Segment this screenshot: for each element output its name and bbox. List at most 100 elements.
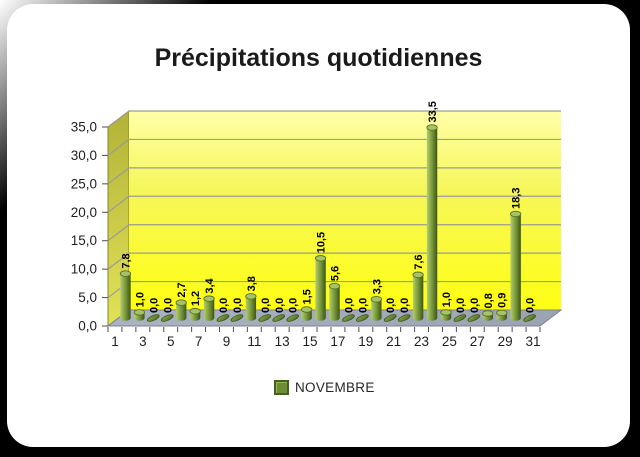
y-axis-label: 10,0 bbox=[71, 262, 97, 277]
data-label-day-1: 7,8 bbox=[120, 253, 132, 268]
bar-day-10 bbox=[245, 296, 257, 321]
gridline-side bbox=[107, 224, 130, 242]
data-label-day-15: 10,5 bbox=[316, 232, 328, 253]
data-label-day-6: 1,2 bbox=[190, 291, 202, 306]
y-axis-label: 25,0 bbox=[71, 176, 97, 191]
zero-marker-day-30 bbox=[523, 314, 536, 322]
bar-top-day-23 bbox=[426, 124, 438, 131]
x-axis-label: 25 bbox=[442, 334, 457, 349]
y-axis-label: 30,0 bbox=[71, 148, 97, 163]
chart-title: Précipitations quotidiennes bbox=[154, 44, 483, 72]
x-axis-label: 5 bbox=[167, 334, 175, 349]
x-axis-label: 13 bbox=[275, 334, 290, 349]
bar-top-day-28 bbox=[496, 309, 508, 317]
x-axis-label: 27 bbox=[470, 334, 485, 349]
bar-top-day-10 bbox=[245, 293, 257, 300]
zero-marker-day-25 bbox=[453, 314, 467, 322]
bar-top-day-2 bbox=[133, 309, 146, 316]
zero-marker-day-3 bbox=[147, 314, 160, 322]
data-label-day-18: 0,0 bbox=[357, 298, 369, 313]
x-axis-label: 3 bbox=[139, 334, 147, 349]
zero-marker-day-11 bbox=[258, 314, 272, 322]
data-label-day-22: 7,6 bbox=[413, 254, 425, 269]
bar-day-22 bbox=[412, 274, 424, 321]
bar-top-day-19 bbox=[370, 295, 382, 303]
x-axis-label: 31 bbox=[526, 334, 541, 349]
bar-top-day-15 bbox=[314, 255, 327, 262]
data-label-day-26: 0,0 bbox=[469, 298, 481, 313]
gridline-side bbox=[107, 195, 130, 213]
zero-marker-day-21 bbox=[397, 314, 411, 322]
data-label-day-11: 0,0 bbox=[260, 298, 272, 313]
data-label-day-12: 0,0 bbox=[274, 298, 286, 313]
legend-swatch-icon bbox=[274, 380, 289, 395]
data-label-day-2: 1,0 bbox=[134, 292, 146, 307]
y-axis-label: 0,0 bbox=[78, 319, 97, 334]
data-label-day-4: 0,0 bbox=[162, 298, 174, 313]
bar-top-day-22 bbox=[412, 271, 424, 279]
bar-top-day-29 bbox=[510, 210, 522, 218]
gridline-side bbox=[107, 110, 130, 128]
data-label-day-27: 0,8 bbox=[483, 293, 495, 308]
data-label-day-24: 1,0 bbox=[441, 292, 453, 307]
x-axis-label: 7 bbox=[195, 334, 203, 349]
bar-day-15 bbox=[315, 258, 326, 321]
back-wall bbox=[129, 111, 562, 310]
y-axis-label: 20,0 bbox=[71, 205, 97, 220]
legend-series-label: NOVEMBRE bbox=[295, 380, 375, 395]
data-label-day-17: 0,0 bbox=[343, 298, 355, 313]
y-axis-label: 15,0 bbox=[71, 233, 97, 248]
bar-top-day-24 bbox=[440, 309, 452, 316]
data-label-day-5: 2,7 bbox=[176, 282, 188, 297]
bar-day-19 bbox=[371, 299, 382, 321]
data-label-day-21: 0,0 bbox=[399, 298, 411, 313]
bar-top-day-1 bbox=[119, 270, 132, 277]
zero-marker-day-17 bbox=[342, 314, 355, 322]
x-axis-label: 11 bbox=[247, 334, 261, 349]
data-label-day-7: 3,4 bbox=[204, 277, 216, 293]
gridline-side bbox=[107, 252, 130, 270]
data-label-day-16: 5,6 bbox=[330, 266, 342, 281]
data-label-day-20: 0,0 bbox=[385, 298, 397, 313]
data-label-day-23: 33,5 bbox=[427, 101, 439, 122]
zero-marker-day-9 bbox=[230, 314, 244, 322]
zero-marker-day-4 bbox=[160, 314, 174, 322]
zero-marker-day-18 bbox=[356, 314, 369, 322]
data-label-day-30: 0,0 bbox=[525, 298, 537, 313]
zero-marker-day-8 bbox=[216, 314, 230, 322]
bar-top-day-16 bbox=[328, 282, 341, 290]
x-axis-label: 17 bbox=[330, 334, 345, 349]
data-label-day-13: 0,0 bbox=[288, 298, 300, 313]
gridline-side bbox=[107, 138, 130, 156]
bar-day-1 bbox=[120, 273, 131, 321]
x-axis-label: 29 bbox=[498, 334, 513, 349]
bar-day-7 bbox=[203, 298, 215, 321]
x-axis-label: 23 bbox=[414, 334, 429, 349]
data-label-day-29: 18,3 bbox=[511, 188, 523, 209]
y-axis-label: 35,0 bbox=[71, 120, 97, 135]
zero-marker-day-13 bbox=[286, 314, 300, 322]
data-label-day-25: 0,0 bbox=[455, 298, 467, 313]
data-label-day-19: 3,3 bbox=[371, 279, 383, 294]
bar-top-day-6 bbox=[189, 307, 201, 315]
gridline-side bbox=[107, 167, 130, 185]
bar-day-29 bbox=[510, 213, 521, 321]
data-label-day-14: 1,5 bbox=[302, 289, 314, 304]
zero-marker-day-26 bbox=[467, 314, 481, 322]
zero-marker-day-12 bbox=[272, 314, 286, 322]
legend: NOVEMBRE bbox=[274, 380, 375, 395]
bar-top-day-5 bbox=[175, 299, 187, 306]
x-axis-label: 15 bbox=[303, 334, 318, 349]
x-axis-label: 1 bbox=[111, 334, 119, 349]
data-label-day-9: 0,0 bbox=[232, 298, 244, 313]
bar-top-day-7 bbox=[203, 295, 215, 302]
bar-top-day-14 bbox=[300, 306, 313, 313]
zero-marker-day-20 bbox=[383, 314, 397, 322]
bar-day-23 bbox=[426, 127, 438, 321]
bar-day-5 bbox=[176, 302, 187, 321]
data-label-day-10: 3,8 bbox=[246, 276, 258, 291]
x-axis-label: 9 bbox=[223, 334, 231, 349]
x-axis-label: 19 bbox=[358, 334, 373, 349]
